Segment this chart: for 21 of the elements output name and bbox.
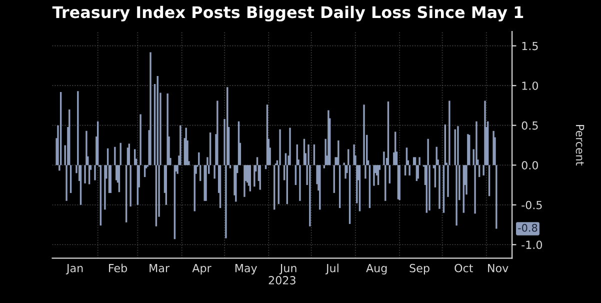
x-axis-title: 2023	[268, 276, 296, 284]
y-tick-label: 0.5	[522, 121, 538, 130]
y-tick-label: 0.0	[522, 161, 538, 170]
x-tick-label: Oct	[454, 264, 473, 272]
chart-title: Treasury Index Posts Biggest Daily Loss Since May 1	[52, 6, 524, 22]
x-tick-label: Jun	[279, 264, 296, 274]
x-tick-label: Jul	[325, 264, 338, 274]
x-tick-label: Mar	[150, 264, 170, 272]
y-tick-label: 1.5	[522, 42, 538, 50]
y-tick-label: -1.0	[522, 240, 542, 250]
x-tick-label: Sep	[410, 264, 430, 274]
x-tick-label: Apr	[192, 264, 212, 274]
x-tick-label: Aug	[366, 264, 387, 274]
y-tick-label: -0.5	[522, 200, 542, 210]
annotation: -0.8	[518, 224, 538, 232]
y-tick-label: 1.0	[522, 82, 538, 90]
x-tick-label: May	[235, 264, 258, 274]
y-axis-title: Percent	[576, 125, 584, 166]
x-tick-label: Nov	[488, 264, 508, 272]
x-tick-label: Jan	[66, 264, 83, 274]
x-tick-label: Feb	[109, 264, 127, 272]
